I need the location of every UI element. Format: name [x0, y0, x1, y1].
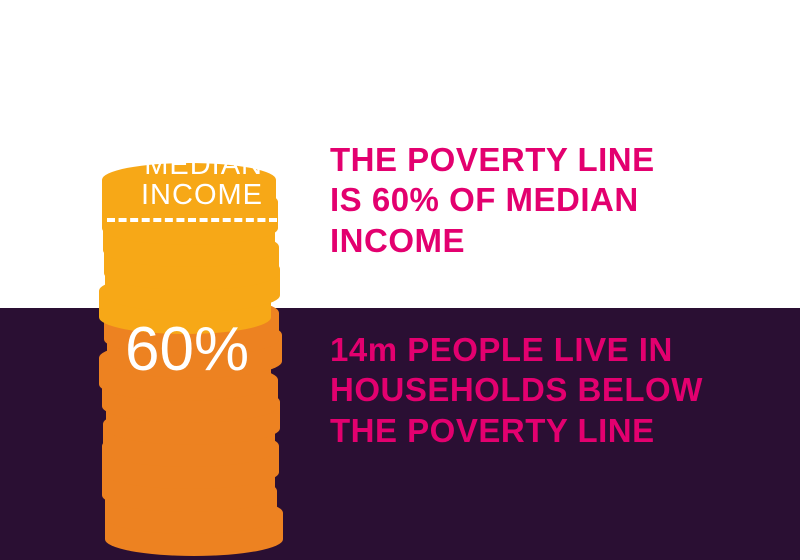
- median-income-label: MEDIAN INCOME: [103, 150, 263, 211]
- headline-bottom-line3: THE POVERTY LINE: [330, 412, 655, 449]
- infographic-canvas: MEDIAN INCOME 60% THE POVERTY LINE IS 60…: [0, 0, 800, 560]
- poverty-line-divider: [107, 218, 277, 222]
- median-line1: MEDIAN: [144, 149, 263, 181]
- headline-top-line3: INCOME: [330, 222, 465, 259]
- headline-top-line1: THE POVERTY LINE: [330, 141, 655, 178]
- percent-label: 60%: [125, 314, 249, 385]
- headline-bottom: 14m PEOPLE LIVE IN HOUSEHOLDS BELOW THE …: [330, 330, 703, 451]
- headline-top-line2: IS 60% OF MEDIAN: [330, 181, 639, 218]
- headline-bottom-line1: 14m PEOPLE LIVE IN: [330, 331, 673, 368]
- headline-top: THE POVERTY LINE IS 60% OF MEDIAN INCOME: [330, 140, 655, 261]
- median-line2: INCOME: [141, 179, 263, 211]
- coin-stack: [103, 0, 281, 560]
- headline-bottom-line2: HOUSEHOLDS BELOW: [330, 371, 703, 408]
